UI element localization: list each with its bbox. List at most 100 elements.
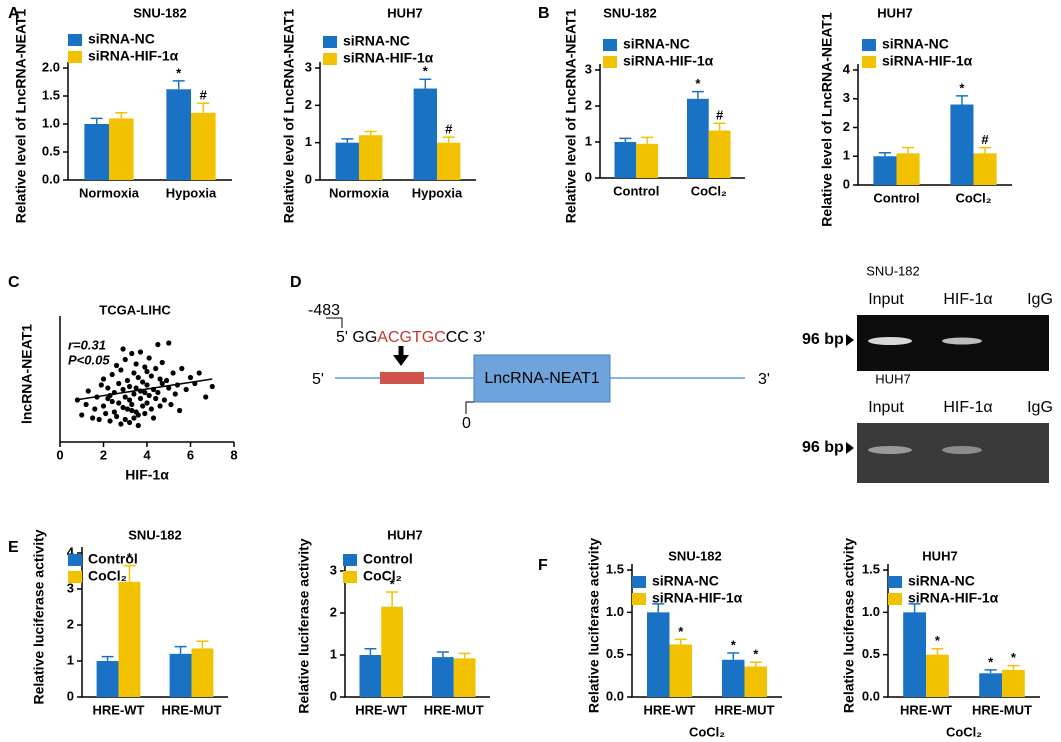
chart: SNU-182 Relative level of LncRNA-NEAT1 0.0… [13, 5, 232, 223]
bar [903, 612, 926, 697]
y-axis-label: Relative luciferase activity [586, 538, 602, 713]
legend-label: siRNA-NC [88, 31, 155, 47]
point [120, 386, 126, 393]
error-bar [878, 152, 891, 157]
y-tick-label: 1 [330, 646, 337, 661]
error-bar [115, 112, 128, 119]
error-bar [908, 603, 921, 613]
error-bar [364, 130, 377, 136]
chart-title: SNU-182 [133, 5, 186, 20]
chart-title: HUH7 [877, 5, 912, 20]
gel-title: HUH7 [875, 371, 910, 386]
point [118, 367, 124, 373]
error-bar [172, 80, 185, 90]
point [168, 401, 174, 408]
panel-letter: B [538, 5, 550, 22]
point [127, 419, 133, 426]
end-3: 3' [758, 371, 770, 388]
point [142, 410, 148, 417]
point [83, 401, 89, 408]
significance-marker: # [445, 122, 453, 137]
y-tick-label: 3 [67, 580, 74, 595]
point [109, 398, 115, 405]
point [129, 350, 135, 357]
x-axis-label: CoCl₂ [689, 724, 725, 739]
y-tick-label: 1.5 [42, 87, 60, 102]
significance-marker: * [678, 624, 684, 639]
chart: HUH7 Relative luciferase activity 0.0 0.5 1.… [841, 538, 1040, 739]
error-bar [749, 661, 762, 667]
x-tick-label: HRE-WT [355, 702, 407, 717]
bar [636, 143, 658, 178]
point [140, 379, 146, 385]
y-tick-label: 2.0 [42, 59, 60, 74]
error-bar [674, 638, 687, 645]
significance-marker: * [127, 550, 133, 565]
error-bar [386, 591, 399, 607]
legend-swatch [343, 571, 357, 583]
chart: HUH7 Relative level of LncRNA-NEAT1 0 1 2 3 4 C… [819, 5, 1012, 227]
y-axis-label: Relative luciferase activity [296, 538, 312, 713]
arrow-head [393, 355, 409, 366]
x-tick-label: CoCl₂ [955, 190, 991, 205]
y-tick-label: 4 [67, 544, 75, 559]
point [133, 385, 139, 391]
legend-label: siRNA-NC [908, 573, 975, 589]
legend-label: siRNA-HIF-1α [623, 53, 714, 69]
x-tick-label: Hypoxia [412, 185, 463, 200]
point [116, 380, 122, 387]
bar [722, 659, 745, 697]
error-bar [442, 136, 455, 143]
point [113, 413, 120, 420]
point [161, 397, 167, 403]
bar [166, 89, 191, 180]
point [133, 361, 139, 367]
lane-label: IgG [1027, 291, 1053, 308]
point [129, 407, 135, 414]
point [122, 356, 128, 363]
error-bar [123, 564, 136, 582]
size-arrow [846, 442, 854, 454]
bar [359, 135, 383, 180]
size-arrow [846, 334, 854, 346]
point [135, 412, 141, 418]
bar [335, 142, 359, 180]
y-axis-label: Relative level of LncRNA-NEAT1 [13, 9, 29, 224]
point [142, 389, 148, 396]
bar [647, 612, 670, 697]
point [122, 394, 128, 400]
point [100, 376, 107, 382]
x-tick-label: Control [873, 190, 919, 205]
origin-bracket [465, 401, 474, 414]
point [170, 370, 176, 376]
x-tick-label: HRE-WT [644, 702, 696, 717]
error-bar [458, 652, 471, 659]
x-tick-label: Normoxia [79, 185, 140, 200]
gene-box [473, 354, 611, 403]
error-bar [902, 146, 915, 154]
point [196, 370, 202, 376]
point [120, 404, 126, 411]
bar [453, 658, 476, 697]
x-tick-label: HRE-WT [900, 702, 952, 717]
lane-label: Input [868, 399, 904, 416]
chart-title: SNU-182 [128, 527, 181, 542]
y-tick-label: 0 [585, 169, 592, 184]
y-axis-label: Relative luciferase activity [841, 538, 857, 713]
bar [118, 581, 141, 697]
trend-line [75, 378, 213, 401]
bar [708, 130, 731, 178]
legend-swatch [68, 554, 82, 566]
y-tick-label: 4 [843, 61, 851, 76]
point [96, 416, 102, 423]
point [103, 410, 109, 417]
point [179, 365, 185, 372]
y-tick-label: 0.5 [862, 646, 880, 661]
bar [979, 673, 1002, 697]
panel-letter: D [290, 274, 302, 291]
error-bar [419, 78, 432, 89]
point [166, 385, 172, 391]
x-tick-label: 0 [56, 447, 63, 462]
x-tick-label: HRE-WT [93, 702, 145, 717]
error-bar [364, 647, 377, 655]
